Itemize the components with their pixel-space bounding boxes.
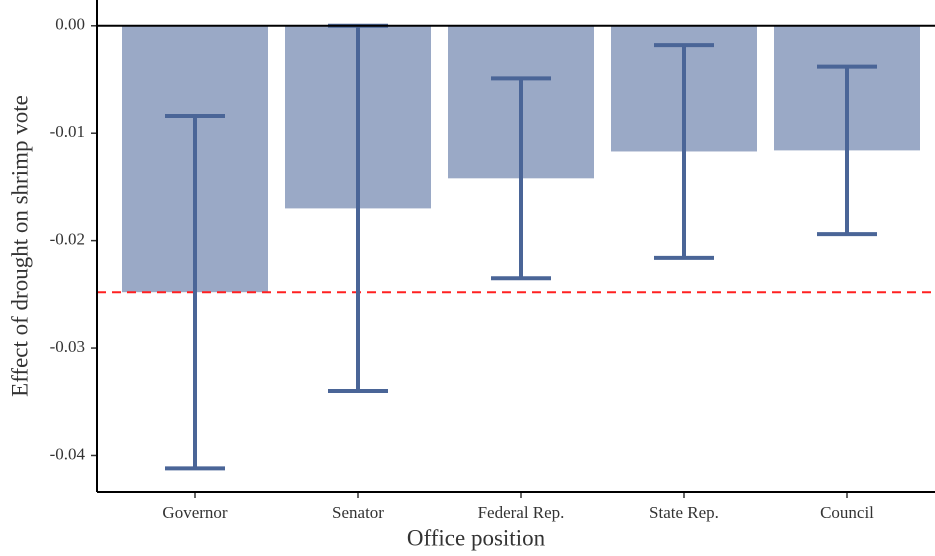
y-tick-label: -0.04	[50, 444, 86, 463]
y-tick-label: -0.01	[50, 122, 85, 141]
error-bar	[654, 43, 714, 260]
error-bar	[165, 114, 225, 471]
error-bar	[491, 76, 551, 281]
x-tick-label: Federal Rep.	[478, 503, 565, 522]
x-tick-label: Council	[820, 503, 874, 522]
y-tick-label: -0.03	[50, 337, 85, 356]
y-tick-label: 0.00	[55, 15, 85, 34]
x-tick-label: Senator	[332, 503, 384, 522]
y-axis-title: Effect of drought on shrimp vote	[7, 95, 32, 397]
x-tick-label: State Rep.	[649, 503, 719, 522]
error-bar	[817, 64, 877, 237]
x-tick-label: Governor	[162, 503, 227, 522]
x-axis-title: Office position	[407, 525, 546, 550]
y-tick-label: -0.02	[50, 230, 85, 249]
